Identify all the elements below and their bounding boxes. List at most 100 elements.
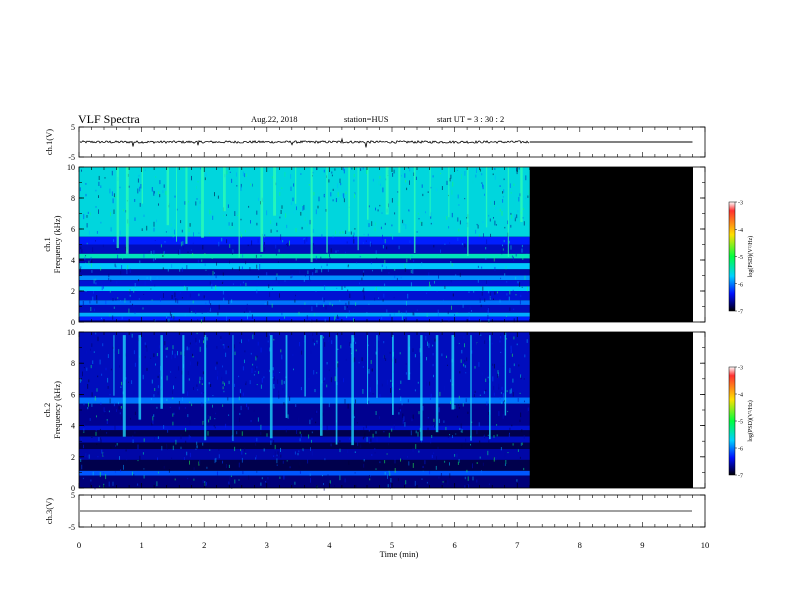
texture-speck	[128, 289, 130, 292]
texture-speck	[196, 441, 198, 445]
texture-speck	[208, 419, 210, 423]
texture-speck	[115, 265, 117, 268]
texture-speck	[245, 381, 247, 384]
texture-speck	[88, 230, 90, 235]
texture-speck	[218, 448, 220, 451]
texture-speck	[172, 345, 174, 350]
texture-speck	[335, 198, 337, 203]
texture-speck	[271, 303, 273, 308]
texture-speck	[315, 410, 317, 414]
texture-speck	[465, 438, 467, 442]
texture-speck	[116, 409, 117, 412]
texture-speck	[331, 171, 333, 174]
burst-line	[392, 335, 394, 415]
texture-speck	[112, 315, 114, 320]
frequency-band	[79, 304, 530, 313]
texture-speck	[233, 344, 235, 349]
texture-speck	[204, 177, 206, 181]
texture-speck	[203, 392, 205, 394]
texture-speck	[455, 433, 457, 435]
texture-speck	[196, 445, 198, 448]
texture-speck	[192, 300, 194, 304]
texture-speck	[383, 341, 385, 344]
texture-speck	[151, 279, 153, 283]
texture-speck	[355, 399, 356, 404]
texture-speck	[103, 407, 105, 412]
texture-speck	[165, 190, 167, 196]
texture-speck	[426, 381, 428, 386]
texture-speck	[134, 362, 136, 367]
texture-speck	[387, 484, 389, 488]
texture-speck	[225, 370, 227, 375]
texture-speck	[265, 481, 267, 483]
texture-speck	[472, 345, 474, 347]
texture-speck	[519, 300, 521, 305]
texture-speck	[295, 256, 297, 261]
texture-speck	[393, 296, 395, 299]
texture-speck	[364, 432, 366, 438]
texture-speck	[217, 471, 218, 476]
texture-speck	[352, 235, 354, 239]
texture-speck	[203, 295, 205, 299]
texture-speck	[280, 447, 281, 452]
texture-speck	[502, 365, 504, 367]
texture-speck	[191, 311, 193, 313]
texture-speck	[428, 272, 430, 276]
texture-speck	[189, 401, 191, 403]
texture-speck	[369, 478, 371, 481]
texture-speck	[341, 378, 343, 381]
texture-speck	[154, 240, 156, 241]
texture-speck	[471, 310, 472, 312]
texture-speck	[339, 440, 341, 443]
y-tick-label: 0	[71, 318, 75, 327]
texture-speck	[366, 436, 368, 442]
texture-speck	[323, 304, 325, 307]
texture-speck	[511, 353, 513, 357]
texture-speck	[386, 309, 388, 313]
texture-speck	[215, 285, 217, 290]
texture-speck	[110, 368, 112, 371]
texture-speck	[489, 292, 491, 296]
texture-speck	[113, 239, 115, 242]
y-tick-label: 10	[67, 328, 75, 337]
texture-speck	[388, 432, 390, 438]
texture-speck	[139, 455, 141, 461]
texture-speck	[92, 360, 94, 364]
texture-speck	[232, 249, 234, 253]
texture-speck	[512, 289, 514, 292]
texture-speck	[499, 396, 501, 400]
texture-speck	[229, 225, 231, 230]
texture-speck	[374, 297, 376, 301]
texture-speck	[422, 193, 424, 197]
texture-speck	[256, 471, 258, 473]
texture-speck	[188, 434, 190, 440]
texture-speck	[285, 213, 286, 218]
texture-speck	[163, 184, 165, 188]
texture-speck	[433, 425, 434, 427]
texture-speck	[280, 349, 282, 353]
texture-speck	[518, 167, 520, 170]
burst-line	[295, 167, 297, 204]
texture-speck	[467, 484, 469, 488]
texture-speck	[498, 372, 499, 376]
texture-speck	[127, 265, 129, 270]
texture-speck	[329, 480, 331, 484]
texture-speck	[214, 426, 216, 429]
texture-speck	[244, 230, 246, 233]
texture-speck	[390, 379, 392, 382]
texture-speck	[240, 186, 242, 191]
texture-speck	[437, 446, 439, 450]
texture-speck	[344, 399, 346, 404]
texture-speck	[204, 481, 206, 486]
texture-speck	[384, 239, 386, 244]
frequency-band	[79, 475, 530, 488]
frequency-band	[79, 449, 530, 460]
texture-speck	[330, 192, 332, 197]
texture-speck	[359, 282, 360, 285]
texture-speck	[409, 180, 410, 185]
texture-speck	[137, 188, 139, 194]
texture-speck	[86, 242, 88, 245]
texture-speck	[409, 240, 411, 243]
texture-speck	[515, 252, 517, 257]
texture-speck	[105, 474, 107, 480]
